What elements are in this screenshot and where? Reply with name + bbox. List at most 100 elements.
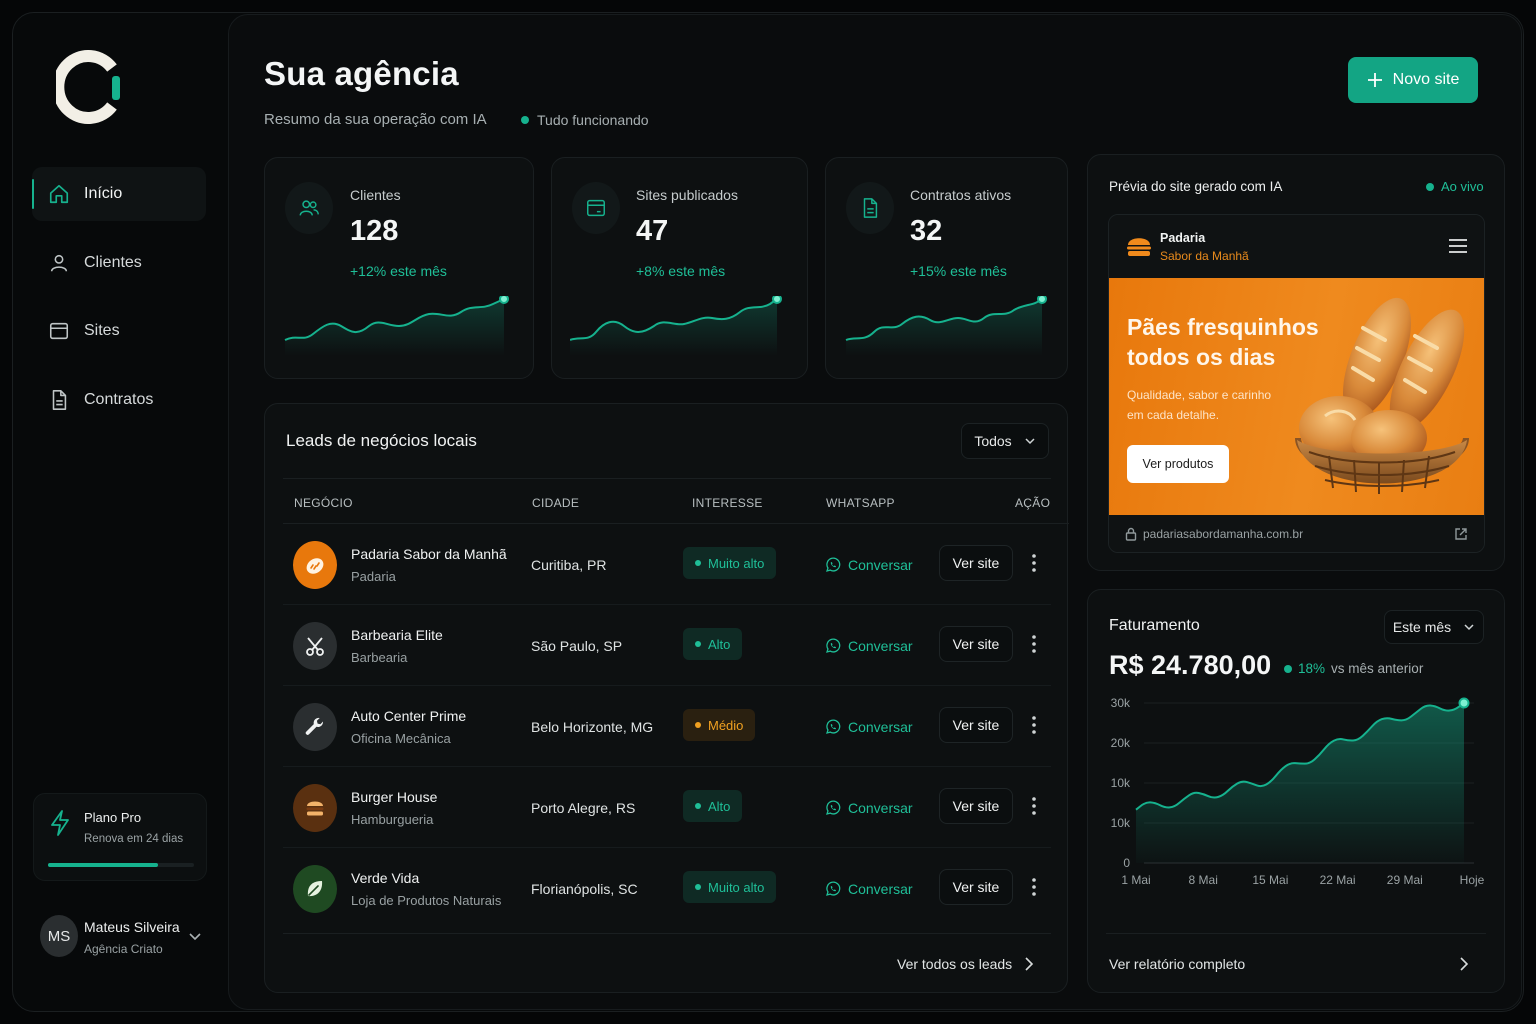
view-all-leads-link[interactable]: Ver todos os leads (897, 956, 1034, 972)
interest-badge: Alto (683, 790, 743, 822)
business-logo (293, 784, 337, 832)
burger-icon (306, 801, 324, 816)
business-city: Porto Alegre, RS (531, 800, 636, 816)
browser-icon (49, 322, 69, 340)
sparkline-clientes (284, 296, 509, 356)
hamburger-menu-icon[interactable] (1448, 238, 1468, 254)
badge-label: Médio (708, 717, 744, 733)
business-logo (293, 703, 337, 751)
table-row: Padaria Sabor da Manhã Padaria Curitiba,… (283, 524, 1068, 605)
chart-area (1136, 703, 1464, 863)
row-divider (283, 766, 1051, 767)
y-tick-label: 10k (1111, 816, 1131, 830)
column-header: CIDADE (532, 496, 580, 510)
whatsapp-link[interactable]: Conversar (824, 799, 913, 817)
whatsapp-label: Conversar (848, 719, 913, 735)
revenue-period-dropdown[interactable]: Este mês (1384, 610, 1484, 644)
view-site-button[interactable]: Ver site (939, 788, 1013, 824)
whatsapp-icon (826, 638, 841, 653)
more-options-icon[interactable] (1029, 714, 1039, 736)
external-link-icon[interactable] (1454, 527, 1468, 541)
column-header: AÇÃO (1015, 496, 1051, 510)
whatsapp-link[interactable]: Conversar (824, 880, 913, 898)
whatsapp-icon (826, 881, 841, 896)
x-tick-label: 29 Mai (1387, 873, 1423, 887)
business-name: Burger House (351, 789, 438, 805)
more-options-icon[interactable] (1029, 876, 1039, 898)
user-icon (50, 254, 68, 271)
report-link-label: Ver relatório completo (1109, 956, 1246, 972)
business-type: Barbearia (351, 650, 408, 665)
site-preview-card: Prévia do site gerado com IA Ao vivo Pad… (1087, 154, 1505, 571)
plan-title: Plano Pro (84, 810, 142, 825)
sidebar-item-contratos[interactable]: Contratos (32, 373, 206, 427)
view-site-button[interactable]: Ver site (939, 707, 1013, 743)
divider (283, 933, 1051, 934)
sidebar-item-sites[interactable]: Sites (32, 304, 206, 358)
more-options-icon[interactable] (1029, 633, 1039, 655)
business-type: Loja de Produtos Naturais (351, 893, 502, 908)
sidebar-item-clientes[interactable]: Clientes (32, 236, 206, 290)
sidebar-nav: Início Clientes Sites Contratos (32, 167, 206, 441)
stat-label: Clientes (350, 187, 401, 203)
x-tick-label: 15 Mai (1252, 873, 1288, 887)
page-subtitle: Resumo da sua operação com IA (264, 111, 487, 128)
badge-label: Muito alto (708, 555, 765, 571)
view-site-button[interactable]: Ver site (939, 869, 1013, 905)
column-header: WHATSAPP (826, 496, 895, 510)
users-icon (299, 200, 319, 216)
business-logo (293, 865, 337, 913)
table-row: Verde Vida Loja de Produtos Naturais Flo… (283, 848, 1068, 929)
more-options-icon[interactable] (1029, 552, 1039, 574)
divider (283, 523, 1069, 524)
scissors-icon (306, 637, 324, 656)
user-menu[interactable]: MS Mateus Silveira Agência Criato (40, 915, 210, 959)
badge-label: Alto (708, 636, 731, 652)
view-site-button[interactable]: Ver site (939, 626, 1013, 662)
chevron-down-icon (1025, 438, 1035, 445)
sparkline-sites (570, 296, 782, 356)
chevron-right-icon (1025, 957, 1034, 971)
site-preview-frame[interactable]: Padaria Sabor da Manhã (1108, 214, 1485, 553)
preview-site-name: Padaria (1160, 231, 1206, 245)
view-site-button[interactable]: Ver site (939, 545, 1013, 581)
status-text: Tudo funcionando (537, 112, 649, 128)
stat-delta: +15% este mês (910, 263, 1007, 279)
full-report-link[interactable]: Ver relatório completo (1109, 956, 1469, 972)
stat-value: 47 (636, 215, 669, 247)
revenue-value: R$ 24.780,00 (1109, 650, 1272, 680)
stat-value: 32 (910, 215, 943, 247)
whatsapp-icon (826, 800, 841, 815)
sidebar-item-inicio[interactable]: Início (32, 167, 206, 221)
leads-filter-dropdown[interactable]: Todos (961, 423, 1049, 459)
revenue-line-chart: 0 10k 10k 20k 30k 1 Mai 8 Mai 15 Mai 22 Mai 29 Ma… (1111, 696, 1485, 887)
stat-delta: +8% este mês (636, 263, 726, 279)
badge-dot (695, 560, 701, 566)
stat-card-contratos: Contratos ativos 32 +15% este mês (825, 157, 1068, 379)
business-type: Oficina Mecânica (351, 731, 451, 746)
more-options-icon[interactable] (1029, 795, 1039, 817)
chart-end-point (1458, 697, 1470, 709)
badge-label: Muito alto (708, 879, 765, 895)
whatsapp-link[interactable]: Conversar (824, 556, 913, 574)
plan-card[interactable]: Plano Pro Renova em 24 dias (33, 793, 207, 881)
bread-icon (306, 558, 324, 574)
business-city: Curitiba, PR (531, 557, 607, 573)
preview-site-tagline: Sabor da Manhã (1160, 249, 1249, 263)
preview-title: Prévia do site gerado com IA (1109, 179, 1283, 194)
new-site-label: Novo site (1392, 71, 1460, 88)
new-site-button[interactable]: Novo site (1348, 57, 1478, 103)
x-tick-label: 8 Mai (1189, 873, 1218, 887)
row-divider (283, 604, 1051, 605)
stat-delta: +12% este mês (350, 263, 447, 279)
whatsapp-link[interactable]: Conversar (824, 718, 913, 736)
business-type: Padaria (351, 569, 396, 584)
x-tick-label: Hoje (1460, 873, 1485, 887)
business-name: Auto Center Prime (351, 708, 467, 724)
plan-progress-bar (48, 863, 194, 867)
preview-products-button[interactable]: Ver produtos (1127, 445, 1229, 483)
lock-icon (1125, 527, 1137, 541)
avatar: MS (40, 915, 78, 957)
whatsapp-link[interactable]: Conversar (824, 637, 913, 655)
table-row: Barbearia Elite Barbearia São Paulo, SP … (283, 605, 1068, 686)
